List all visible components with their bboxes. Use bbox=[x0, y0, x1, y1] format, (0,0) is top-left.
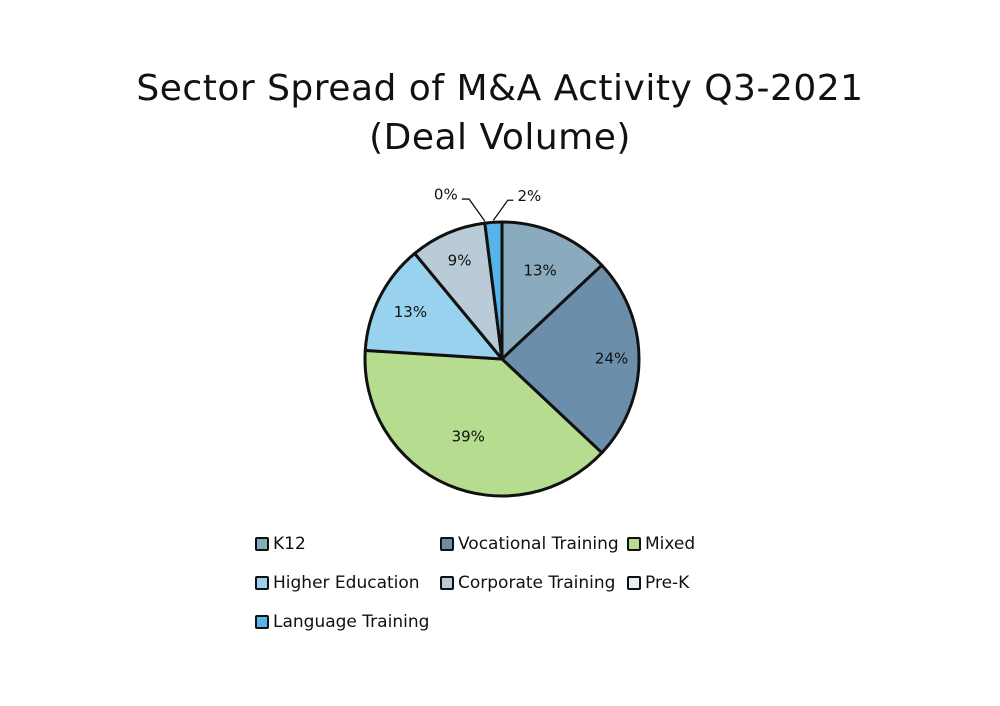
slice-label: 13% bbox=[394, 303, 427, 321]
legend-label: K12 bbox=[273, 534, 306, 554]
chart-title: Sector Spread of M&A Activity Q3-2021 bbox=[136, 68, 864, 109]
chart-subtitle: (Deal Volume) bbox=[369, 117, 631, 158]
legend-label: Pre-K bbox=[645, 573, 690, 593]
pie-slice-mixed bbox=[363, 348, 604, 498]
legend-label: Mixed bbox=[645, 534, 696, 554]
legend-item: K12 bbox=[255, 534, 306, 554]
legend-label: Language Training bbox=[273, 612, 430, 632]
slice-label: 2% bbox=[517, 187, 541, 205]
legend-item: Pre-K bbox=[627, 573, 689, 593]
pie-slice-k12 bbox=[500, 220, 604, 361]
pie-slice-higher-education bbox=[363, 251, 504, 361]
legend-item: Corporate Training bbox=[440, 573, 615, 593]
slice-label: 39% bbox=[452, 427, 485, 445]
legend-swatch bbox=[440, 576, 454, 590]
legend-swatch bbox=[440, 537, 454, 551]
pie-slice-vocational-training bbox=[500, 263, 641, 455]
pie-slice-language-training bbox=[483, 220, 504, 361]
legend-item: Higher Education bbox=[255, 573, 420, 593]
slice-label: 9% bbox=[448, 251, 472, 269]
legend-swatch bbox=[255, 615, 269, 629]
legend-swatch bbox=[627, 537, 641, 551]
legend-swatch bbox=[255, 576, 269, 590]
slice-label: 0% bbox=[434, 186, 458, 204]
legend-item: Vocational Training bbox=[440, 534, 619, 554]
leader-line bbox=[492, 199, 514, 221]
slice-label: 13% bbox=[523, 261, 556, 279]
leader-line bbox=[461, 198, 486, 222]
legend-swatch bbox=[255, 537, 269, 551]
legend-swatch bbox=[627, 576, 641, 590]
legend-label: Corporate Training bbox=[458, 573, 616, 593]
slice-label: 24% bbox=[595, 350, 628, 368]
legend-item: Mixed bbox=[627, 534, 695, 554]
legend-item: Language Training bbox=[255, 612, 429, 632]
legend-label: Vocational Training bbox=[458, 534, 619, 554]
legend-label: Higher Education bbox=[273, 573, 420, 593]
